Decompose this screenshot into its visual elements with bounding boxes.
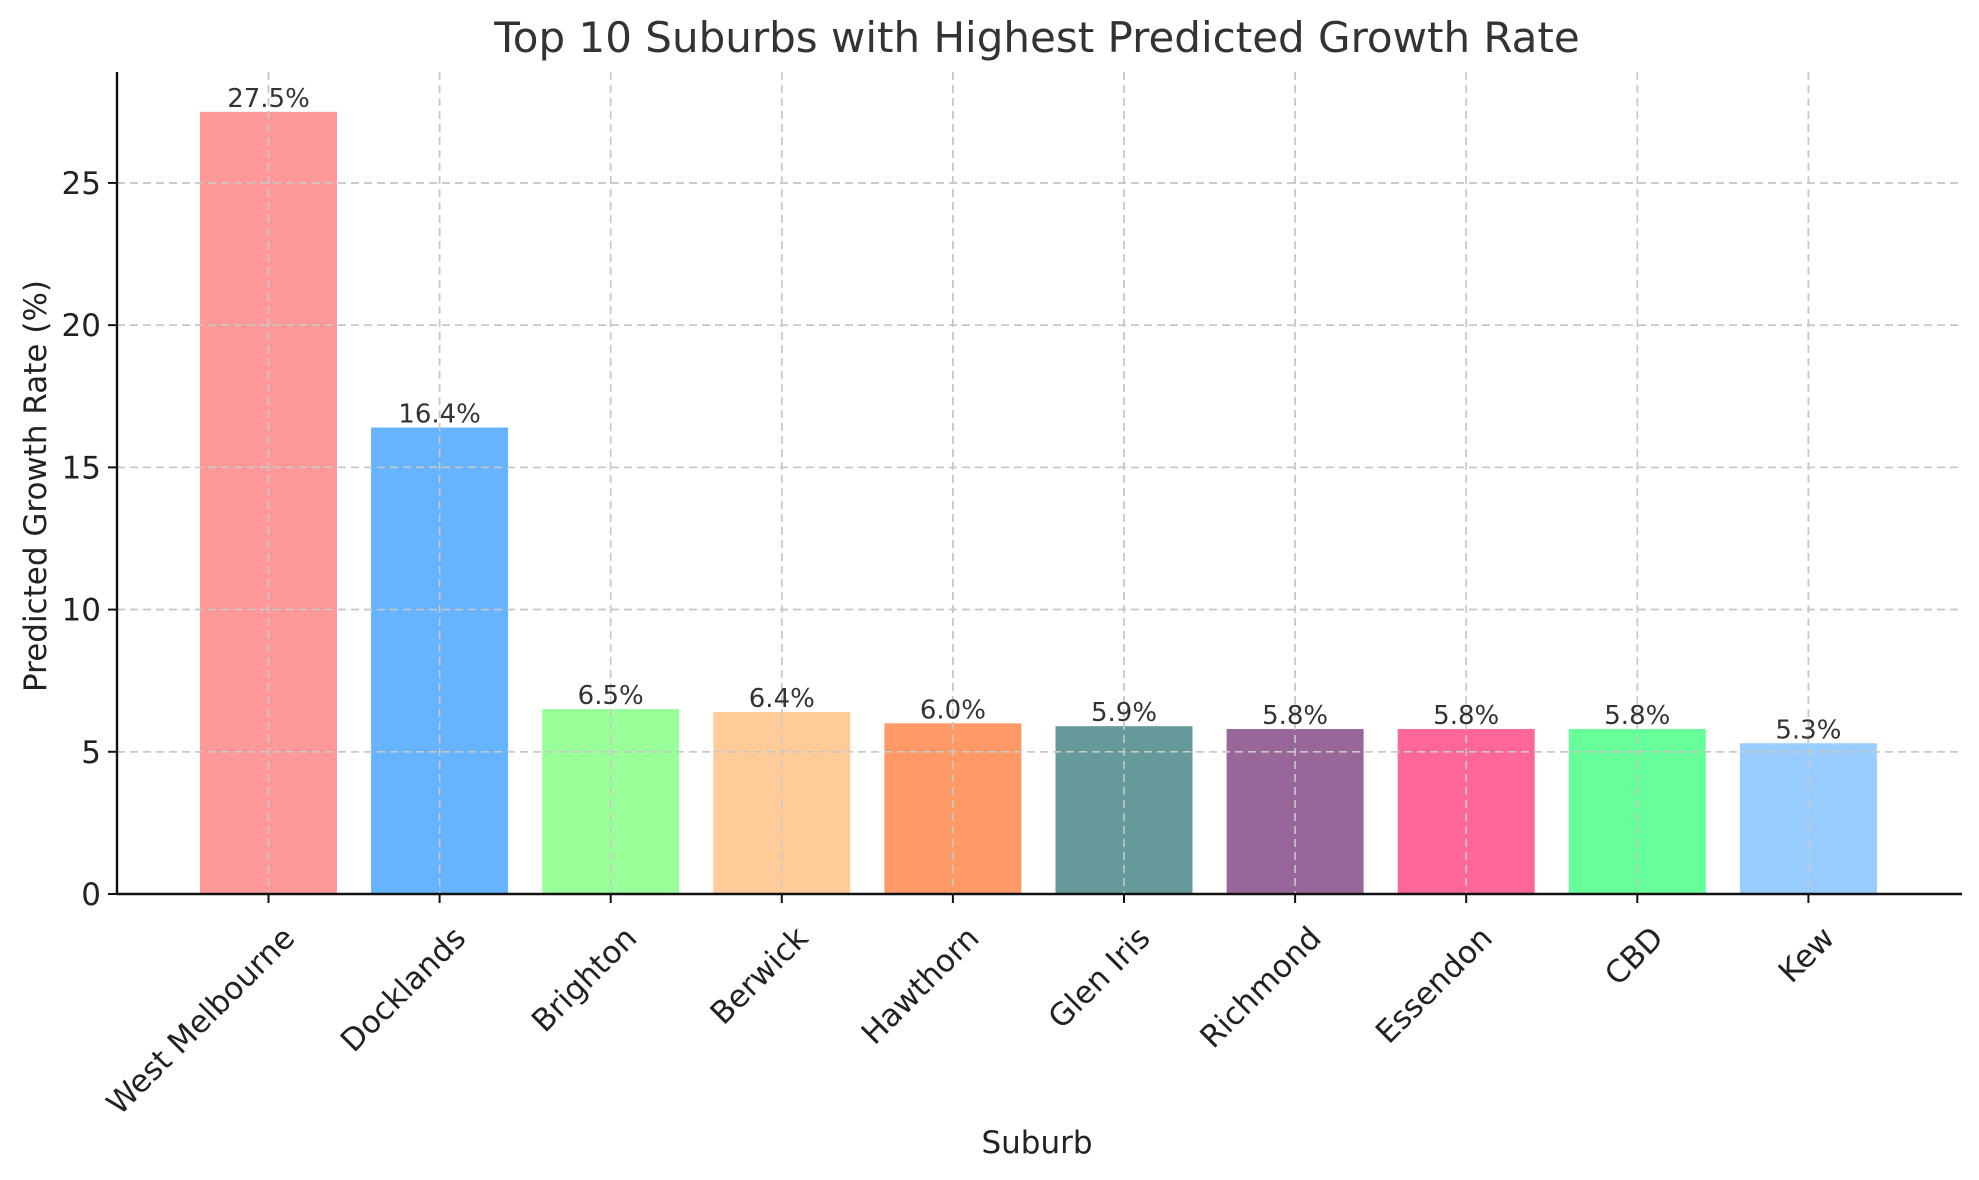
bar-value-label: 5.9%	[1091, 698, 1157, 728]
bar-value-label: 6.4%	[749, 684, 815, 714]
bar-value-label: 5.8%	[1433, 701, 1499, 731]
bar-value-label: 16.4%	[398, 400, 481, 430]
y-tick-label: 20	[62, 308, 101, 344]
x-tick-label: Docklands	[334, 920, 473, 1059]
x-axis-label: Suburb	[981, 1125, 1092, 1161]
bars	[117, 72, 1962, 895]
y-tick-label: 0	[81, 877, 101, 913]
bar-value-label: 5.8%	[1262, 701, 1328, 731]
y-tick-label: 15	[62, 450, 101, 486]
bar-value-label: 5.3%	[1775, 715, 1841, 745]
y-tick-label: 25	[62, 166, 101, 202]
x-tick-label: Brighton	[525, 920, 644, 1039]
bar-value-label: 6.5%	[578, 681, 644, 711]
bar-value-label: 27.5%	[227, 84, 310, 114]
y-tick-label: 10	[62, 593, 101, 629]
bar-value-label: 6.0%	[920, 695, 986, 725]
x-tick-label: Berwick	[704, 920, 816, 1032]
bar-value-label: 5.8%	[1604, 701, 1670, 731]
x-tick-label: Richmond	[1193, 920, 1328, 1055]
y-tick-label: 5	[81, 735, 101, 771]
x-tick-label: Essendon	[1369, 920, 1500, 1051]
x-tick-label: West Melbourne	[100, 920, 302, 1122]
data-labels: 27.5% 16.4% 6.5% 6.4% 6.0% 5.9% 5.8% 5.8% 5.8% 5.…	[227, 84, 1841, 745]
x-tick-label: Glen Iris	[1042, 920, 1158, 1036]
x-tick-label: Hawthorn	[855, 920, 987, 1052]
y-axis-label: Predicted Growth Rate (%)	[18, 280, 54, 692]
x-tick-label: CBD	[1598, 920, 1671, 993]
chart-title: Top 10 Suburbs with Highest Predicted Gr…	[493, 13, 1579, 62]
axes: 0 5 10 15 20 25 West Melbourne Docklands Brighto…	[62, 72, 1962, 1122]
x-tick-label: Kew	[1772, 920, 1842, 990]
